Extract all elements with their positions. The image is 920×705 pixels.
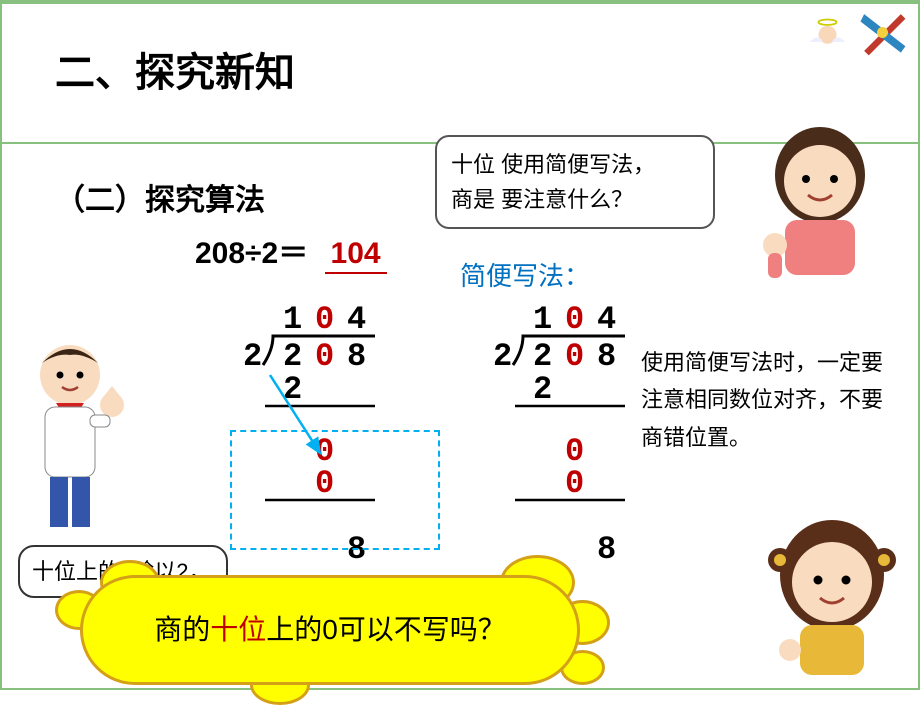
svg-text:2: 2 (533, 371, 552, 408)
equation-answer: 104 (325, 237, 387, 274)
svg-text:8: 8 (347, 338, 366, 375)
svg-text:8: 8 (597, 338, 616, 375)
svg-text:4: 4 (347, 301, 366, 338)
speech-bubble-top: 十位 使用简便写法， 商是 要注意什么？ (435, 135, 715, 229)
subheading: （二）探究算法 (55, 175, 265, 219)
svg-text:0: 0 (565, 301, 584, 338)
equation: 208÷2＝ 104 (195, 228, 387, 272)
svg-text:1: 1 (283, 301, 302, 338)
svg-text:4: 4 (597, 301, 616, 338)
boy-illustration (12, 335, 127, 535)
method-label: 简便写法： (460, 256, 590, 293)
cloud-pre: 商的 (154, 614, 210, 645)
svg-text:2: 2 (533, 338, 552, 375)
speech-bubble-right: 使用简便写法时，一定要注意相同数位对齐，不要商错位置。 (635, 340, 895, 460)
bubble-top-line2: 商是 要注意什么？ (451, 187, 633, 212)
angel-icon (805, 15, 850, 60)
heading: 二、探究新知 (55, 40, 295, 98)
cloud-bubble: 商的十位上的0可以不写吗？ (80, 575, 580, 685)
bubble-top-line1: 十位 使用简便写法， (451, 152, 655, 177)
girl-bottom-illustration (750, 510, 915, 685)
cloud-red: 十位 (210, 614, 266, 645)
svg-text:2: 2 (493, 338, 512, 375)
equation-expr: 208÷2＝ (195, 237, 308, 270)
svg-text:0: 0 (315, 301, 334, 338)
tools-icon (855, 5, 910, 60)
svg-text:0: 0 (565, 338, 584, 375)
cloud-post: 上的0可以不写吗？ (266, 614, 506, 645)
svg-text:0: 0 (565, 465, 584, 502)
long-division-2: 1 0 4 2 2 0 8 2 0 0 8 (465, 300, 665, 590)
girl-top-illustration (740, 115, 900, 285)
svg-text:8: 8 (597, 531, 616, 568)
arrow-icon (255, 345, 335, 460)
svg-text:1: 1 (533, 301, 552, 338)
